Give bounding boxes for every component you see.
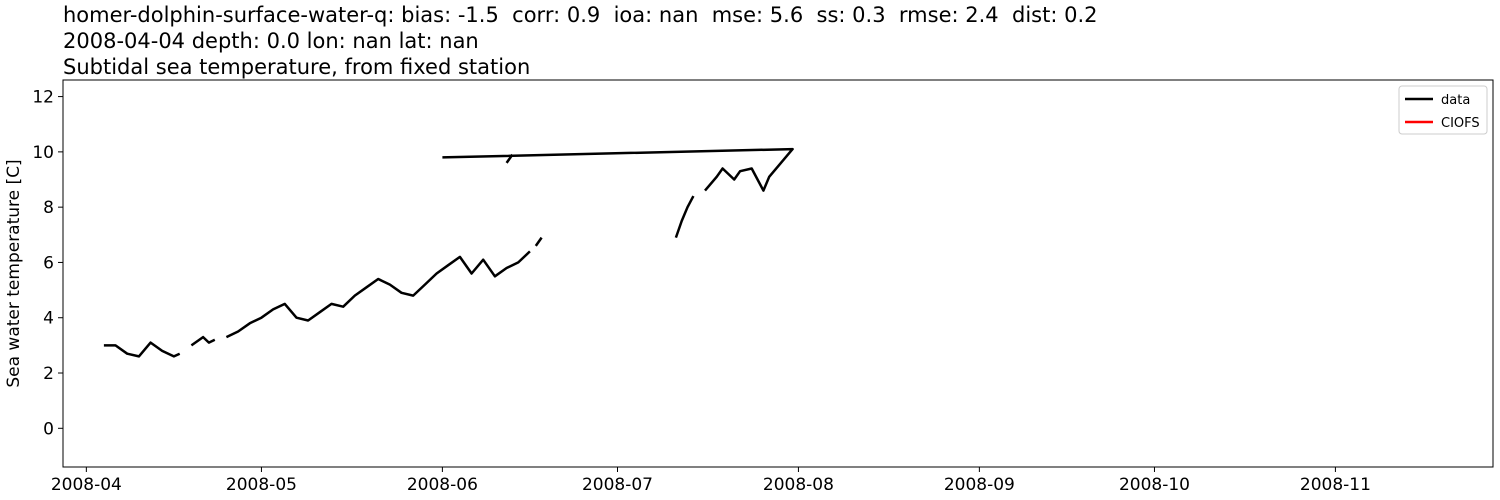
series-data-line-0 — [103, 341, 181, 358]
series-data-line-1 — [190, 335, 216, 347]
x-tick-label: 2008-10 — [1119, 475, 1190, 495]
x-tick-label: 2008-06 — [407, 475, 478, 495]
y-axis-label: Sea water temperature [C] — [4, 159, 24, 387]
series-data-line-6 — [505, 153, 514, 164]
legend-label-data: data — [1441, 93, 1470, 108]
title-line-description: Subtidal sea temperature, from fixed sta… — [63, 55, 531, 79]
series-data-line-3 — [534, 236, 543, 247]
x-tick-label: 2008-09 — [944, 475, 1015, 495]
x-tick-label: 2008-11 — [1300, 475, 1371, 495]
y-tick-label: 10 — [32, 143, 54, 163]
series-data-line-2 — [225, 250, 531, 339]
x-tick-label: 2008-08 — [763, 475, 834, 495]
y-tick-label: 0 — [43, 419, 54, 439]
title-line-station: 2008-04-04 depth: 0.0 lon: nan lat: nan — [63, 29, 479, 53]
legend: data CIOFS — [1398, 85, 1488, 135]
title-line-metrics: homer-dolphin-surface-water-q: bias: -1.… — [63, 3, 1098, 27]
x-tick-label: 2008-05 — [226, 475, 297, 495]
y-tick-label: 8 — [43, 198, 54, 218]
y-tick-label: 2 — [43, 364, 54, 384]
series-layer — [103, 147, 794, 358]
x-tick-label: 2008-04 — [51, 475, 122, 495]
x-tick-label: 2008-07 — [582, 475, 653, 495]
legend-label-ciofs: CIOFS — [1441, 116, 1480, 131]
y-tick-label: 12 — [32, 88, 54, 108]
plot-frame — [62, 79, 1494, 468]
axes-layer: 0 2 4 6 8 10 12 2008-04 2008-05 2008-06 2008-07 200… — [4, 79, 1494, 495]
series-data-line-5 — [442, 147, 794, 192]
series-data-line-4 — [674, 195, 695, 239]
y-tick-label: 4 — [43, 309, 54, 329]
y-tick-label: 6 — [43, 253, 54, 273]
chart-title: homer-dolphin-surface-water-q: bias: -1.… — [63, 2, 1098, 80]
